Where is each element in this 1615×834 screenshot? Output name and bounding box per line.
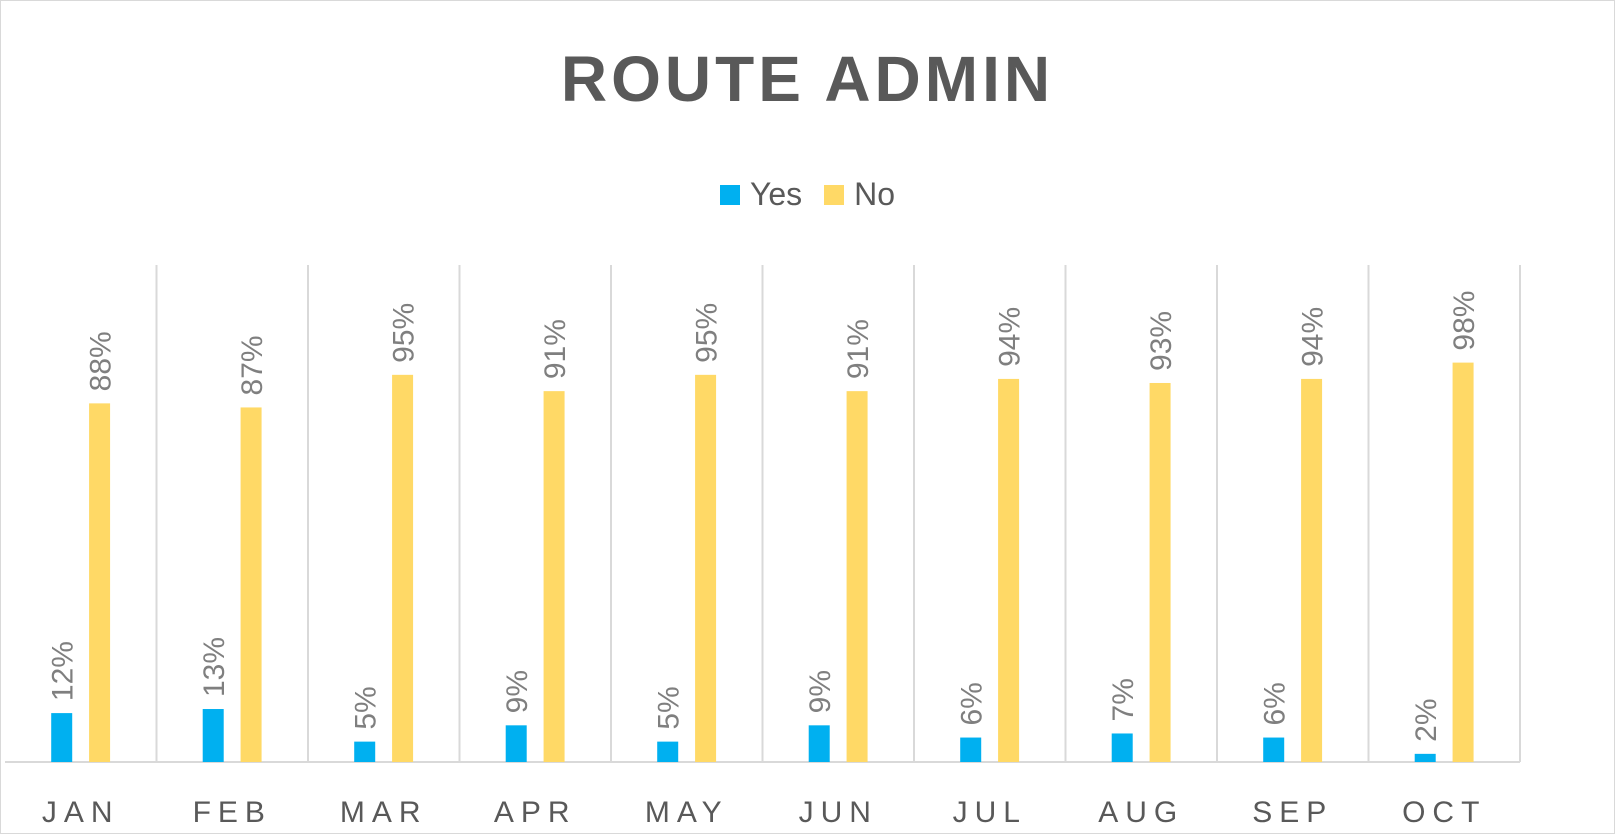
chart-title: ROUTE ADMIN: [560, 43, 1055, 115]
data-label-no-apr: 91%: [539, 319, 572, 379]
data-label-no-may: 95%: [691, 303, 724, 363]
data-label-yes-oct: 2%: [1410, 698, 1443, 741]
x-tick-label-feb: FEB: [193, 796, 272, 829]
legend-item-no: No: [824, 176, 895, 213]
bar-yes-jun: [808, 725, 830, 762]
data-label-no-sep: 94%: [1297, 307, 1330, 367]
bar-no-sep: [1301, 378, 1323, 762]
x-tick-label-may: MAY: [645, 796, 729, 829]
data-label-yes-jan: 12%: [47, 641, 80, 701]
chart-legend: Yes No: [0, 176, 1615, 213]
x-tick-label-mar: MAR: [340, 796, 428, 829]
bar-yes-may: [657, 741, 679, 762]
x-tick-label-aug: AUG: [1098, 796, 1184, 829]
legend-label-no: No: [854, 176, 896, 212]
data-label-no-jan: 88%: [85, 331, 118, 391]
bar-yes-jan: [51, 713, 73, 762]
x-tick-label-sep: SEP: [1252, 796, 1333, 829]
x-tick-label-jul: JUL: [953, 796, 1027, 829]
bar-no-may: [695, 374, 717, 762]
x-tick-label-apr: APR: [494, 796, 577, 829]
bar-yes-mar: [354, 741, 376, 762]
bar-no-oct: [1452, 362, 1474, 762]
data-label-yes-mar: 5%: [350, 686, 383, 729]
data-label-yes-aug: 7%: [1107, 678, 1140, 721]
data-label-no-oct: 98%: [1448, 291, 1481, 351]
bar-no-mar: [392, 374, 414, 762]
bar-no-feb: [240, 407, 262, 762]
bar-yes-feb: [202, 709, 224, 762]
x-tick-label-jan: JAN: [42, 796, 120, 829]
data-label-no-aug: 93%: [1145, 311, 1178, 371]
bar-yes-sep: [1263, 737, 1285, 762]
data-label-yes-apr: 9%: [501, 670, 534, 713]
bar-yes-oct: [1414, 753, 1436, 762]
data-label-no-mar: 95%: [388, 303, 421, 363]
data-label-no-feb: 87%: [236, 335, 269, 395]
bar-no-jul: [998, 378, 1020, 762]
legend-label-yes: Yes: [749, 176, 803, 212]
data-label-yes-jul: 6%: [956, 682, 989, 725]
data-label-yes-sep: 6%: [1259, 682, 1292, 725]
data-label-yes-jun: 9%: [804, 670, 837, 713]
x-tick-label-oct: OCT: [1402, 796, 1486, 829]
bar-yes-jul: [960, 737, 982, 762]
bar-yes-apr: [505, 725, 527, 762]
bar-no-jan: [89, 403, 111, 762]
bar-no-jun: [846, 391, 868, 762]
bar-no-aug: [1149, 382, 1171, 762]
bar-no-apr: [543, 391, 565, 762]
data-label-no-jun: 91%: [842, 319, 875, 379]
bar-yes-aug: [1111, 733, 1133, 762]
legend-swatch-yes: [719, 184, 740, 205]
data-label-yes-feb: 13%: [198, 637, 231, 697]
legend-swatch-no: [824, 184, 845, 205]
data-label-yes-may: 5%: [653, 686, 686, 729]
legend-item-yes: Yes: [719, 176, 803, 213]
x-tick-label-jun: JUN: [799, 796, 878, 829]
data-label-no-jul: 94%: [994, 307, 1027, 367]
